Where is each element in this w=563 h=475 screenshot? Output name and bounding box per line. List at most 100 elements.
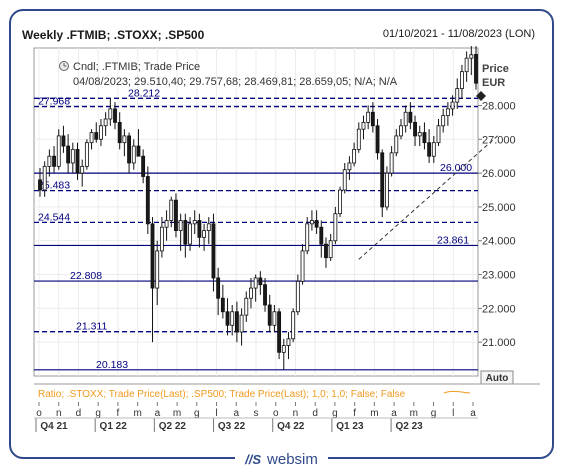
candle[interactable]	[183, 213, 188, 258]
candle[interactable]	[309, 210, 314, 231]
candle[interactable]	[131, 139, 136, 170]
candle[interactable]	[352, 142, 357, 167]
candle[interactable]	[361, 115, 366, 140]
candle[interactable]	[319, 220, 324, 258]
candle[interactable]	[66, 134, 71, 174]
candle[interactable]	[94, 122, 99, 143]
candle[interactable]	[113, 102, 117, 130]
candle[interactable]	[47, 149, 52, 177]
candle[interactable]	[253, 274, 258, 302]
candle[interactable]	[436, 119, 441, 147]
candle[interactable]	[52, 146, 56, 174]
candle[interactable]	[206, 217, 211, 245]
candle[interactable]	[192, 210, 197, 234]
candle[interactable]	[263, 277, 267, 312]
candle[interactable]	[136, 129, 141, 157]
candle[interactable]	[305, 217, 310, 255]
candle[interactable]	[399, 119, 403, 140]
candle[interactable]	[258, 271, 263, 295]
candle[interactable]	[249, 277, 253, 309]
candle[interactable]	[441, 108, 446, 133]
candle[interactable]	[445, 102, 450, 126]
trendline-segment[interactable]	[358, 133, 500, 260]
candle[interactable]	[314, 210, 319, 234]
candle[interactable]	[342, 162, 347, 194]
candle[interactable]	[464, 51, 469, 82]
candle[interactable]	[84, 139, 89, 170]
candle[interactable]	[328, 233, 333, 262]
candle[interactable]	[450, 95, 455, 116]
candle[interactable]	[244, 291, 249, 322]
candle[interactable]	[127, 132, 131, 174]
candle[interactable]	[291, 308, 296, 343]
candle[interactable]	[80, 159, 85, 187]
candle[interactable]	[333, 206, 338, 245]
candle[interactable]	[455, 78, 460, 109]
candle[interactable]	[286, 332, 291, 360]
candle[interactable]	[117, 112, 122, 150]
candle[interactable]	[38, 168, 42, 197]
candle[interactable]	[225, 298, 230, 336]
candle[interactable]	[211, 213, 216, 292]
candle[interactable]	[150, 217, 155, 343]
candle[interactable]	[408, 102, 413, 130]
candle[interactable]	[347, 156, 352, 180]
candle[interactable]	[234, 301, 239, 343]
candle[interactable]	[188, 217, 192, 251]
candle[interactable]	[281, 338, 286, 370]
candle[interactable]	[70, 142, 75, 174]
candle[interactable]	[413, 115, 417, 147]
candle[interactable]	[338, 186, 342, 218]
candle[interactable]	[356, 122, 361, 153]
candle[interactable]	[164, 210, 169, 241]
candle[interactable]	[197, 213, 202, 248]
candle[interactable]	[366, 105, 371, 130]
level-label: 21.311	[76, 321, 107, 333]
candle[interactable]	[417, 125, 422, 147]
candle[interactable]	[272, 304, 277, 333]
candle[interactable]	[216, 267, 221, 316]
candle-body	[281, 345, 286, 353]
candle[interactable]	[324, 237, 328, 268]
candle[interactable]	[89, 129, 94, 150]
candle[interactable]	[277, 308, 282, 360]
candle[interactable]	[202, 223, 207, 251]
candle[interactable]	[42, 161, 47, 197]
auto-button[interactable]: Auto	[480, 370, 514, 385]
candle[interactable]	[99, 119, 103, 147]
candle[interactable]	[389, 146, 394, 177]
candle[interactable]	[427, 129, 432, 163]
candle[interactable]	[174, 193, 178, 238]
candle[interactable]	[370, 102, 375, 133]
candle[interactable]	[239, 308, 244, 346]
candle[interactable]	[230, 304, 235, 336]
candle[interactable]	[385, 166, 389, 211]
candle[interactable]	[267, 294, 272, 333]
candle[interactable]	[295, 274, 300, 316]
candle[interactable]	[220, 284, 225, 319]
candle[interactable]	[56, 129, 61, 170]
candle[interactable]	[169, 196, 174, 228]
candle[interactable]	[375, 119, 380, 160]
candle[interactable]	[155, 240, 160, 305]
candle[interactable]	[474, 46, 478, 90]
candle[interactable]	[108, 98, 113, 126]
candle[interactable]	[103, 112, 108, 136]
candle[interactable]	[122, 129, 127, 157]
candle[interactable]	[394, 129, 399, 157]
candle[interactable]	[380, 149, 385, 218]
candle[interactable]	[75, 142, 80, 180]
candle[interactable]	[431, 135, 436, 163]
candle[interactable]	[141, 149, 146, 184]
candle[interactable]	[61, 125, 66, 153]
candle[interactable]	[422, 122, 427, 150]
candle[interactable]	[145, 166, 150, 234]
candle[interactable]	[460, 64, 464, 99]
candle[interactable]	[178, 213, 183, 251]
candle[interactable]	[300, 244, 305, 285]
candle[interactable]	[469, 46, 474, 76]
candle[interactable]	[159, 217, 164, 258]
candle-body	[94, 132, 99, 140]
candle[interactable]	[403, 105, 408, 133]
